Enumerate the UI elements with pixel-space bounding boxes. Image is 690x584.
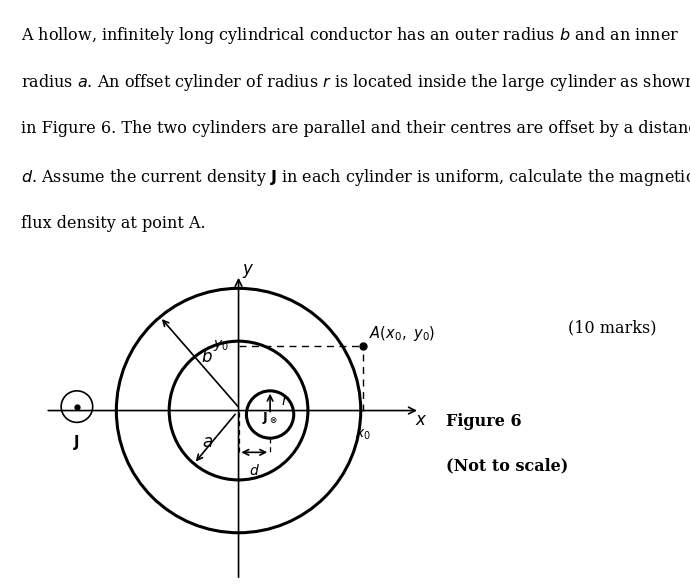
Text: flux density at point A.: flux density at point A. [21, 215, 206, 232]
Text: $y$: $y$ [241, 262, 254, 280]
Text: A hollow, infinitely long cylindrical conductor has an outer radius $b$ and an i: A hollow, infinitely long cylindrical co… [21, 25, 679, 46]
Text: $d$. Assume the current density $\mathbf{J}$ in each cylinder is uniform, calcul: $d$. Assume the current density $\mathbf… [21, 167, 690, 188]
Text: Figure 6: Figure 6 [446, 413, 522, 430]
Text: $b$: $b$ [201, 348, 213, 366]
Text: $x$: $x$ [415, 412, 428, 429]
Text: $\mathbf{J}_\otimes$: $\mathbf{J}_\otimes$ [262, 409, 278, 426]
Text: in Figure 6. The two cylinders are parallel and their centres are offset by a di: in Figure 6. The two cylinders are paral… [21, 120, 690, 137]
Text: $r$: $r$ [281, 394, 290, 408]
Text: $y_0$: $y_0$ [213, 338, 229, 353]
Text: $x_0$: $x_0$ [355, 428, 371, 442]
Text: $a$: $a$ [202, 434, 213, 451]
Text: $d$: $d$ [249, 463, 259, 478]
Text: (10 marks): (10 marks) [568, 319, 656, 336]
Text: radius $a$. An offset cylinder of radius $r$ is located inside the large cylinde: radius $a$. An offset cylinder of radius… [21, 72, 690, 93]
Text: $\mathbf{J}$: $\mathbf{J}$ [73, 433, 81, 453]
Text: $A(x_0,\ y_0)$: $A(x_0,\ y_0)$ [369, 324, 436, 343]
Text: (Not to scale): (Not to scale) [446, 457, 569, 474]
